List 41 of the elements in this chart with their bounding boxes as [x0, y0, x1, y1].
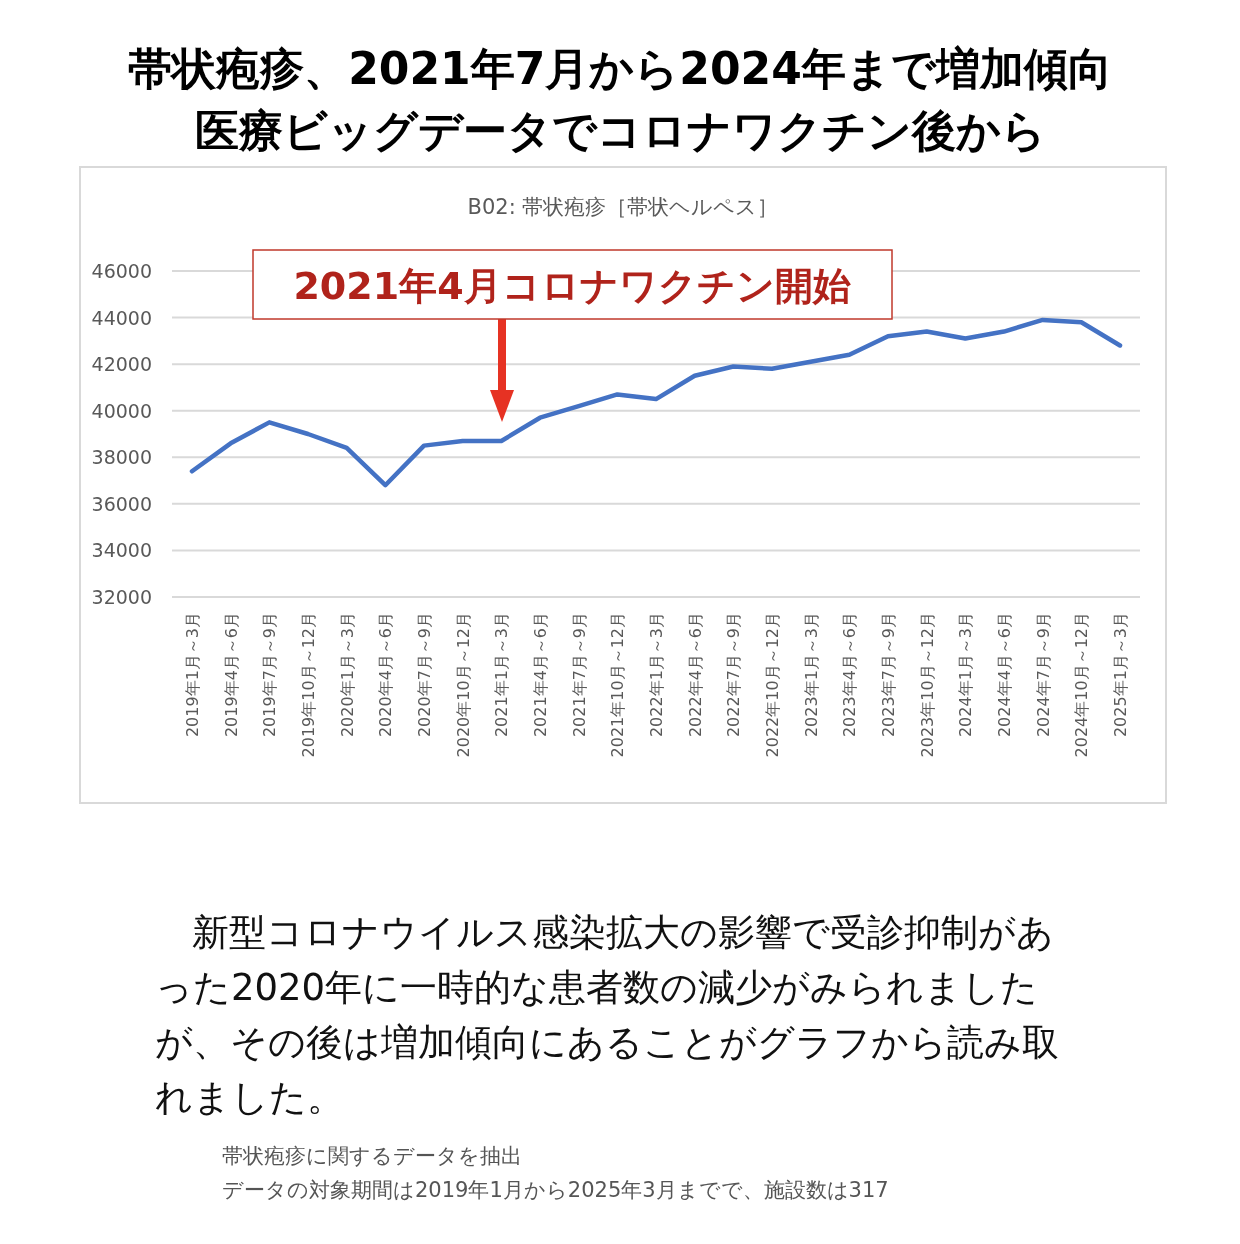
- x-tick-label: 2020年10月～12月: [453, 612, 473, 758]
- x-tick-label: 2019年7月～9月: [260, 612, 280, 738]
- x-tick-label: 2023年7月～9月: [879, 612, 898, 738]
- x-tick-label: 2020年7月～9月: [415, 612, 434, 738]
- y-tick-label: 38000: [91, 446, 152, 469]
- y-tick-label: 44000: [91, 306, 152, 329]
- y-tick-label: 32000: [91, 586, 152, 608]
- x-tick-label: 2024年10月～12月: [1072, 612, 1092, 758]
- x-tick-label: 2022年1月～3月: [647, 612, 666, 738]
- x-tick-label: 2023年4月～6月: [840, 612, 860, 738]
- y-tick-label: 46000: [91, 260, 152, 282]
- line-series: [189, 317, 1123, 488]
- chart-subtitle: 医療ビッグデータでコロナワクチン後から: [193, 104, 1047, 158]
- x-tick-label: 2024年7月～9月: [1033, 612, 1053, 738]
- text: 帯状疱疹に関するデータを抽出: [222, 1143, 522, 1170]
- x-tick-label: 2021年10月～12月: [608, 612, 628, 758]
- y-tick-label: 42000: [91, 353, 152, 376]
- x-tick-label: 2019年1月～3月: [183, 612, 202, 738]
- y-tick-label: 40000: [91, 399, 152, 422]
- x-tick-label: 2023年1月～3月: [801, 612, 821, 738]
- x-tick-label: 2021年1月～3月: [492, 612, 512, 738]
- y-tick-label: 34000: [91, 539, 152, 562]
- text: B02: 帯状疱疹［帯状ヘルペス］: [467, 195, 779, 219]
- x-tick-label: 2023年10月～12月: [917, 612, 937, 758]
- x-tick-label: 2022年7月～9月: [724, 612, 744, 738]
- x-tick-label: 2024年1月～3月: [956, 612, 976, 738]
- text: 新型コロナウイルス感染拡大の影響で受診抑制があった2020年に一時的な患者数の減少がみられましたが、その後は増加傾向にあることがグラフから読み取れました。: [155, 910, 1060, 1121]
- x-tick-label: 2021年4月～6月: [531, 612, 550, 738]
- x-tick-label: 2022年4月～6月: [685, 612, 705, 738]
- x-tick-label: 2019年4月～6月: [221, 612, 241, 738]
- text: データの対象期間は2019年1月から2025年3月までで、施設数は317: [222, 1177, 889, 1204]
- x-tick-label: 2021年7月～9月: [569, 612, 589, 738]
- annotation: 2021年4月コロナワクチン開始: [293, 264, 851, 308]
- x-tick-label: 2020年4月～6月: [376, 612, 396, 738]
- x-tick-label: 2025年1月～3月: [1111, 612, 1130, 738]
- x-tick-label: 2019年10月～12月: [299, 612, 318, 758]
- x-tick-label: 2024年4月～6月: [995, 612, 1014, 738]
- chart-title: 帯状疱疹、2021年7月から2024年まで増加傾向: [127, 42, 1113, 96]
- x-tick-label: 2020年1月～3月: [337, 612, 357, 738]
- y-tick-label: 36000: [91, 492, 152, 515]
- x-tick-label: 2022年10月～12月: [763, 612, 782, 758]
